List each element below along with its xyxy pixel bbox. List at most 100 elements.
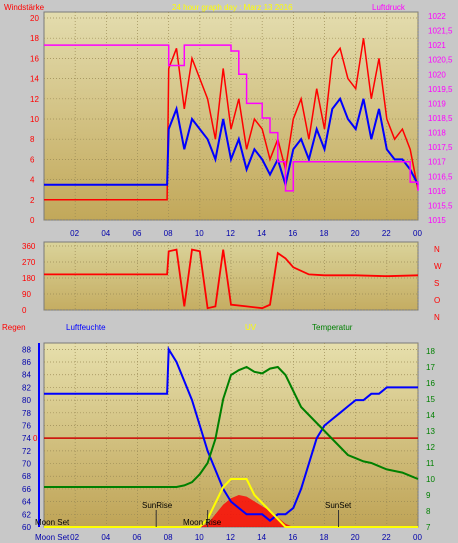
temperature-axis-title: Temperatur xyxy=(312,323,353,332)
pressure-y-tick: 1017,5 xyxy=(428,143,453,152)
temperature-y-tick: 12 xyxy=(426,443,435,452)
humidity-y-tick: 80 xyxy=(22,396,31,405)
x-tick-label: 14 xyxy=(257,533,266,542)
uv-axis-title: UV xyxy=(245,323,257,332)
compass-label: O xyxy=(434,296,440,305)
rain-axis-title: Regen xyxy=(2,323,26,332)
humidity-axis-title: Luftfeuchte xyxy=(66,323,106,332)
x-tick-label: 02 xyxy=(70,533,79,542)
moonset-label: Moon Set xyxy=(35,518,70,527)
temperature-y-tick: 9 xyxy=(426,491,431,500)
wind-y-tick: 2 xyxy=(30,196,35,205)
wind-y-tick: 8 xyxy=(30,135,35,144)
wind-y-tick: 16 xyxy=(30,54,39,63)
humidity-y-tick: 82 xyxy=(22,383,31,392)
chart-title: 24 hour graph day : Marz 13 2016 xyxy=(172,3,293,12)
humidity-y-tick: 62 xyxy=(22,510,31,519)
compass-label: N xyxy=(434,245,440,254)
pressure-y-tick: 1020 xyxy=(428,70,446,79)
humidity-y-tick: 72 xyxy=(22,447,31,456)
pressure-y-tick: 1016 xyxy=(428,187,446,196)
x-tick-label: 08 xyxy=(164,229,173,238)
pressure-y-tick: 1021 xyxy=(428,41,446,50)
pressure-line xyxy=(44,44,419,192)
pressure-y-tick: 1020,5 xyxy=(428,56,453,65)
wind-y-tick: 12 xyxy=(30,95,39,104)
humidity-y-tick: 76 xyxy=(22,421,31,430)
humidity-line xyxy=(44,345,418,522)
compass-label: S xyxy=(434,279,439,288)
solar-area xyxy=(44,495,418,527)
temperature-y-tick: 7 xyxy=(426,523,431,532)
humidity-y-tick: 68 xyxy=(22,472,31,481)
x-tick-label: 12 xyxy=(226,533,235,542)
humidity-y-tick: 60 xyxy=(22,523,31,532)
sunset-label: SunSet xyxy=(325,501,352,510)
wind-axis-title: Windstärke xyxy=(4,3,45,12)
x-tick-label: 12 xyxy=(226,229,235,238)
temperature-y-tick: 13 xyxy=(426,427,435,436)
wind-y-tick: 0 xyxy=(30,216,35,225)
wind-gust-line xyxy=(44,38,419,201)
temperature-y-tick: 16 xyxy=(426,379,435,388)
temperature-y-tick: 10 xyxy=(426,475,435,484)
temperature-y-tick: 18 xyxy=(426,347,435,356)
humidity-y-tick: 88 xyxy=(22,345,31,354)
wind-y-tick: 18 xyxy=(30,34,39,43)
wind-y-tick: 14 xyxy=(30,75,39,84)
x-tick-label: 14 xyxy=(257,229,266,238)
pressure-y-tick: 1016,5 xyxy=(428,172,453,181)
humidity-y-tick: 78 xyxy=(22,409,31,418)
humidity-y-tick: 86 xyxy=(22,358,31,367)
wind-y-tick: 10 xyxy=(30,115,39,124)
direction-y-tick: 90 xyxy=(22,290,31,299)
x-tick-label: 16 xyxy=(288,533,297,542)
wind-avg-line xyxy=(44,96,419,189)
compass-label: W xyxy=(434,262,442,271)
pressure-y-tick: 1015 xyxy=(428,216,446,225)
x-tick-label: 20 xyxy=(351,229,360,238)
pressure-y-tick: 1019,5 xyxy=(428,85,453,94)
x-tick-label: 22 xyxy=(382,533,391,542)
wind-panel xyxy=(43,11,419,221)
x-tick-label: 20 xyxy=(351,533,360,542)
pressure-y-tick: 1019 xyxy=(428,99,446,108)
pressure-y-tick: 1017 xyxy=(428,158,446,167)
x-tick-label: 10 xyxy=(195,229,204,238)
x-tick-label: 08 xyxy=(164,533,173,542)
pressure-y-tick: 1022 xyxy=(428,12,446,21)
temperature-y-tick: 17 xyxy=(426,363,435,372)
wind-direction-line xyxy=(44,248,419,310)
uv-line xyxy=(44,478,418,528)
humidity-y-tick: 66 xyxy=(22,485,31,494)
compass-label: N xyxy=(434,313,440,322)
pressure-y-tick: 1018,5 xyxy=(428,114,453,123)
x-tick-label: 06 xyxy=(133,229,142,238)
humidity-y-tick: 74 xyxy=(22,434,31,443)
direction-y-tick: 180 xyxy=(22,274,36,283)
direction-y-tick: 270 xyxy=(22,258,36,267)
x-tick-label: 02 xyxy=(70,229,79,238)
wind-y-tick: 20 xyxy=(30,14,39,23)
moonrise-label: Moon Rise xyxy=(183,518,222,527)
pressure-axis-title: Luftdruck xyxy=(372,3,406,12)
direction-y-tick: 360 xyxy=(22,242,36,251)
x-tick-label: 04 xyxy=(101,229,110,238)
x-tick-label: 06 xyxy=(133,533,142,542)
moonset-axis-label: Moon Set xyxy=(35,533,70,542)
pressure-y-tick: 1015,5 xyxy=(428,201,453,210)
wind-y-tick: 4 xyxy=(30,176,35,185)
x-tick-label: 22 xyxy=(382,229,391,238)
humidity-y-tick: 64 xyxy=(22,498,31,507)
x-tick-label: 10 xyxy=(195,533,204,542)
temperature-y-tick: 11 xyxy=(426,459,435,468)
x-tick-label: 16 xyxy=(288,229,297,238)
direction-y-tick: 0 xyxy=(22,306,27,315)
rain-y-tick: 0 xyxy=(33,434,38,443)
humidity-y-tick: 70 xyxy=(22,460,31,469)
x-tick-label: 18 xyxy=(320,229,329,238)
x-tick-label: 00 xyxy=(413,229,422,238)
temperature-y-tick: 14 xyxy=(426,411,435,420)
